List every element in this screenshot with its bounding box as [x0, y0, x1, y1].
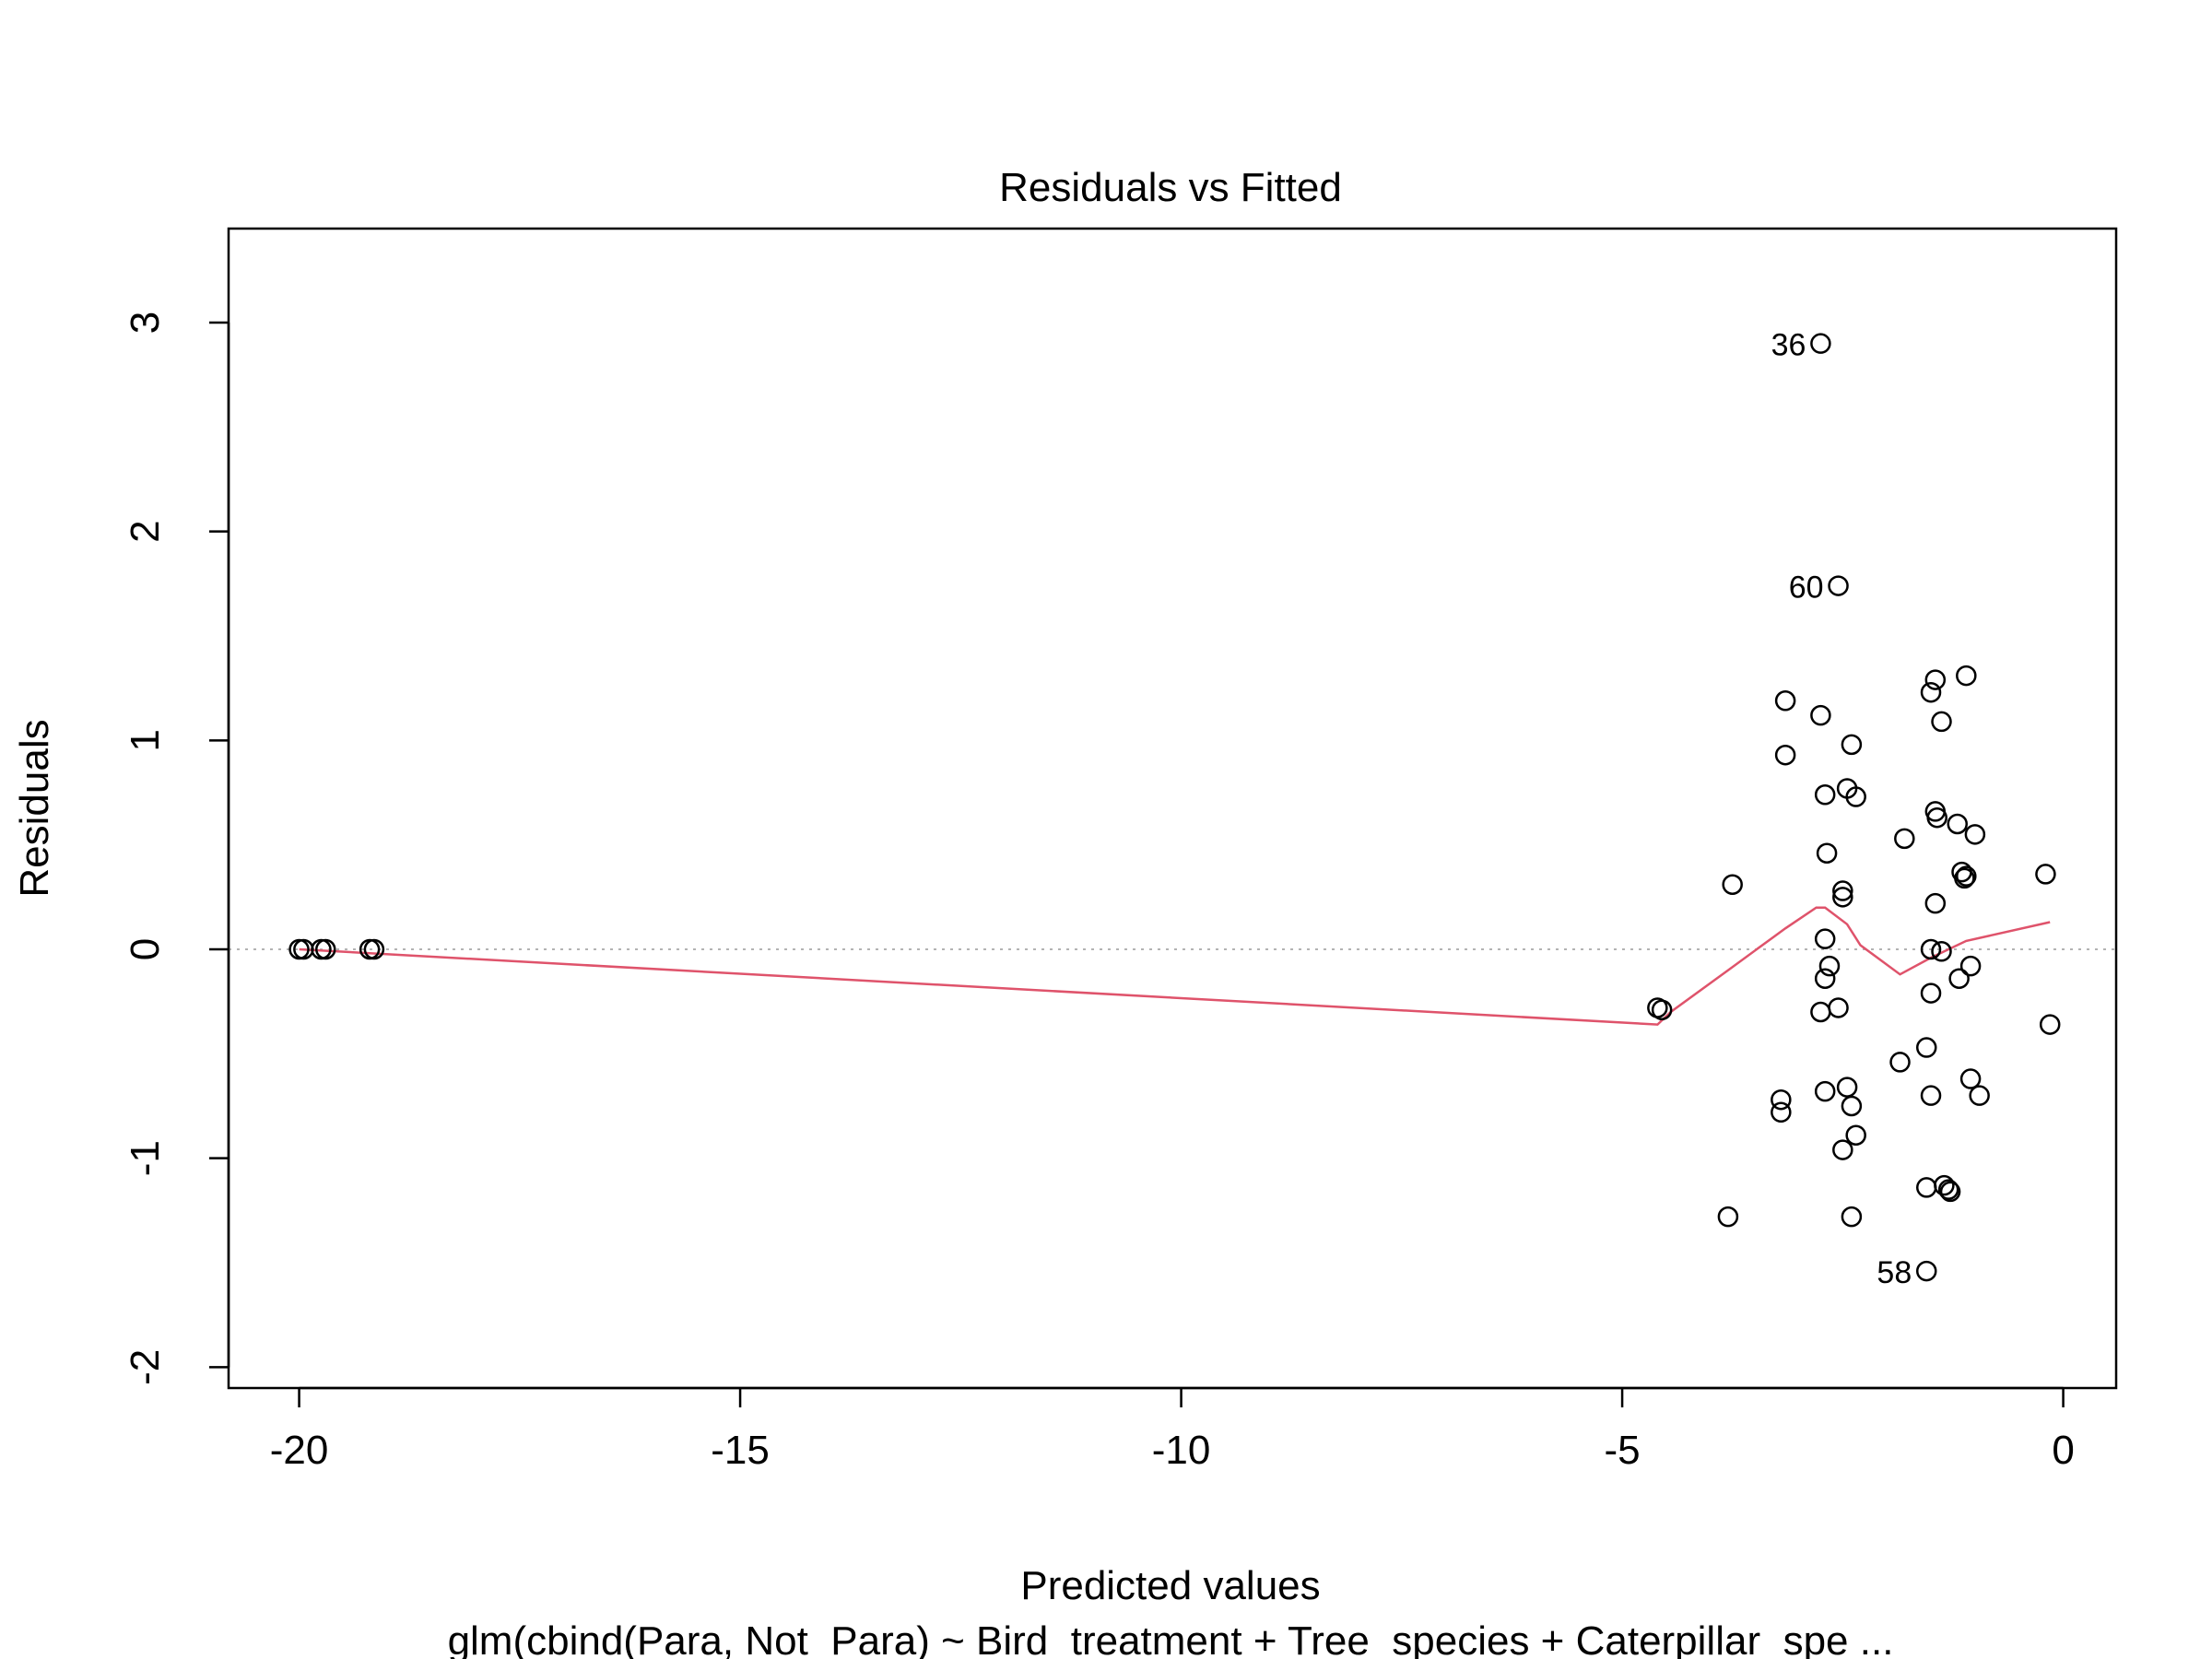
data-point — [1937, 1179, 1959, 1200]
data-point — [1915, 1177, 1937, 1198]
data-point — [1969, 1085, 1990, 1106]
point-label: 58 — [1877, 1255, 1912, 1290]
data-point — [1948, 968, 1970, 989]
data-point — [1774, 690, 1796, 712]
y-tick-label: 3 — [123, 312, 168, 334]
data-point — [1931, 711, 1952, 733]
x-tick-label: -10 — [1152, 1428, 1211, 1473]
data-point — [1964, 824, 1986, 845]
smooth-line — [299, 906, 2051, 1026]
data-point — [1915, 1260, 1937, 1282]
data-point — [1934, 1174, 1955, 1196]
data-point — [1771, 1101, 1792, 1124]
data-point — [1814, 1080, 1836, 1102]
data-point — [1841, 1095, 1863, 1117]
data-point — [1814, 928, 1836, 949]
x-tick-label: -20 — [270, 1428, 329, 1473]
point-labels-layer: 36 60 58 — [1771, 328, 1912, 1290]
y-tick-label: 0 — [123, 938, 168, 960]
data-point — [1810, 333, 1831, 354]
data-point — [1814, 784, 1836, 806]
data-point — [315, 938, 336, 960]
data-point — [1947, 813, 1968, 835]
data-point — [1722, 874, 1743, 895]
data-point — [1717, 1206, 1739, 1228]
data-point — [1959, 955, 1982, 977]
data-point — [1915, 1037, 1937, 1058]
plot-frame — [227, 227, 2118, 1390]
data-point — [1841, 1206, 1863, 1228]
data-point — [1845, 1124, 1866, 1146]
point-label: 60 — [1789, 571, 1824, 606]
data-point — [1841, 734, 1863, 756]
data-point — [1771, 1088, 1792, 1111]
data-point — [1651, 999, 1673, 1020]
data-point — [1920, 938, 1942, 960]
point-label: 36 — [1771, 328, 1806, 363]
data-point — [1924, 669, 1947, 690]
x-axis-label: Predicted values — [1020, 1563, 1320, 1608]
points-layer — [288, 333, 2061, 1282]
data-point — [1774, 744, 1796, 766]
data-point — [1816, 842, 1838, 864]
data-point — [1956, 865, 1977, 887]
data-point — [1931, 941, 1952, 962]
data-point — [363, 938, 385, 960]
data-point — [1832, 880, 1853, 901]
data-point — [1889, 1052, 1911, 1073]
data-point — [1832, 887, 1853, 908]
x-tick-label: 0 — [2052, 1428, 2074, 1473]
data-point — [1814, 968, 1836, 989]
y-tick-label: 1 — [123, 729, 168, 751]
data-point — [1920, 982, 1942, 1004]
data-point — [1920, 1085, 1942, 1106]
data-point — [1810, 704, 1831, 726]
data-point — [1832, 1139, 1853, 1160]
data-point — [1926, 806, 1947, 829]
y-tick-label: 2 — [123, 520, 168, 542]
data-point — [1894, 828, 1915, 850]
y-axis: -2 -1 0 1 2 3 — [123, 312, 230, 1385]
data-point — [1939, 1181, 1961, 1203]
chart-subtitle: glm(cbind(Para, Not_Para) ~ Bird_treatme… — [448, 1618, 1894, 1659]
data-point — [1828, 575, 1849, 596]
y-axis-label: Residuals — [12, 719, 57, 897]
data-point — [1845, 786, 1866, 807]
data-point — [1920, 681, 1942, 703]
data-point — [2039, 1014, 2061, 1035]
x-tick-label: -15 — [711, 1428, 770, 1473]
data-point — [1818, 955, 1841, 977]
data-point — [1954, 867, 1975, 889]
x-axis: -20 -15 -10 -5 0 — [270, 1386, 2075, 1473]
chart-title: Residuals vs Fitted — [999, 165, 1342, 210]
y-tick-label: -2 — [123, 1349, 168, 1385]
data-point — [1828, 997, 1849, 1018]
data-point — [1836, 1077, 1858, 1098]
y-tick-label: -1 — [123, 1140, 168, 1176]
data-point — [2035, 864, 2056, 885]
data-point — [1956, 665, 1977, 687]
data-point — [1924, 892, 1947, 914]
x-tick-label: -5 — [1605, 1428, 1641, 1473]
data-point — [1959, 1068, 1982, 1089]
data-point — [1810, 1001, 1831, 1023]
smooth-line-layer — [299, 906, 2051, 1026]
